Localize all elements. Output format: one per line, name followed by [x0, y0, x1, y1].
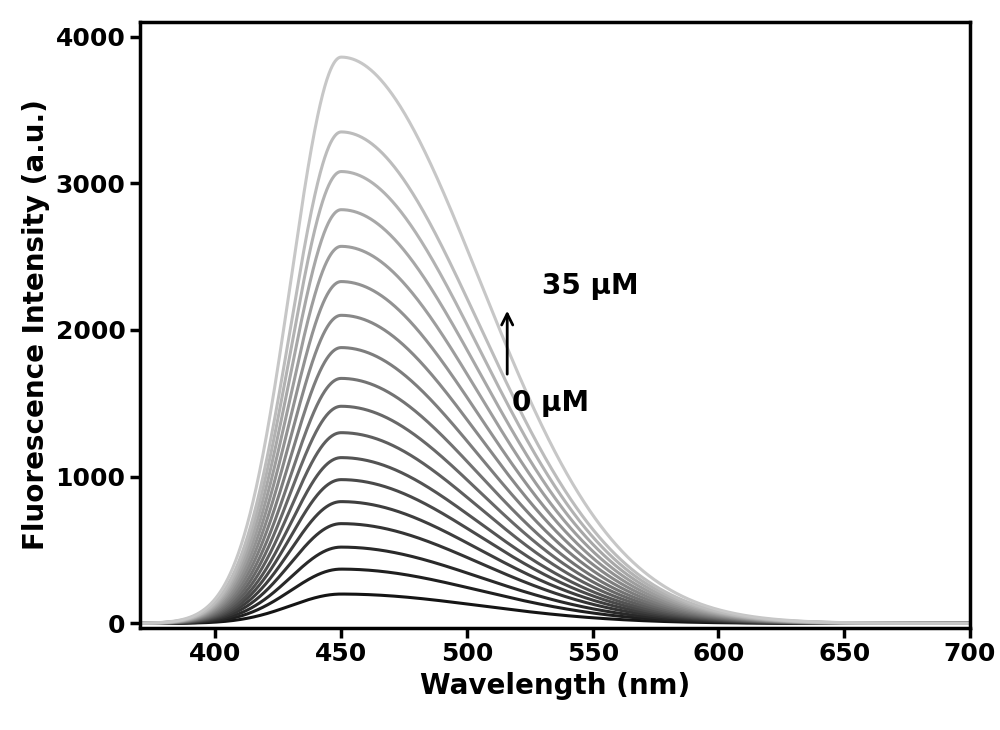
X-axis label: Wavelength (nm): Wavelength (nm): [420, 672, 690, 700]
Y-axis label: Fluorescence Intensity (a.u.): Fluorescence Intensity (a.u.): [22, 99, 50, 550]
Text: 0 μM: 0 μM: [512, 389, 589, 418]
Text: 35 μM: 35 μM: [542, 272, 639, 300]
